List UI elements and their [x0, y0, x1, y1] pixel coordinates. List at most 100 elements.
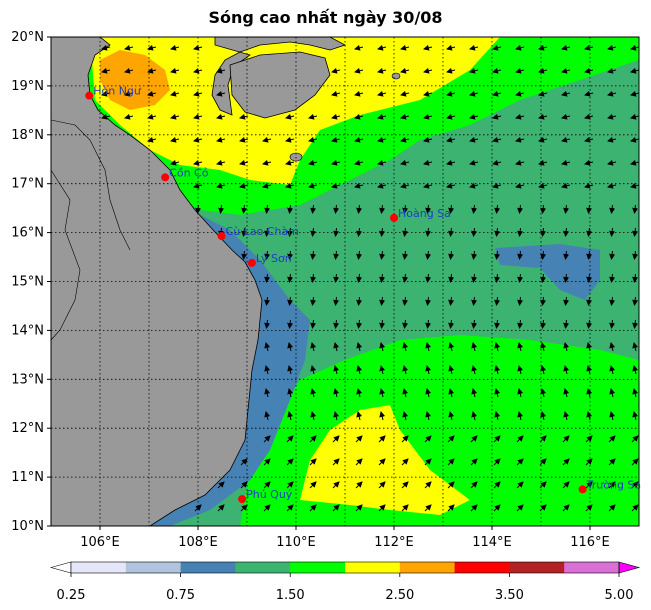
wave-arrow: [379, 273, 386, 283]
wave-arrow: [402, 342, 409, 352]
wave-arrow: [356, 227, 363, 237]
wave-arrow: [241, 227, 248, 237]
wave-arrow: [584, 67, 594, 74]
wave-arrow: [286, 481, 294, 489]
wave-arrow: [492, 67, 502, 74]
wave-arrow: [631, 504, 639, 512]
wave-arrow: [630, 136, 639, 143]
wave-arrow: [400, 67, 410, 74]
wave-arrow: [561, 113, 571, 120]
wave-arrow: [607, 67, 617, 74]
wave-arrow: [287, 296, 294, 306]
wave-arrow: [354, 44, 364, 51]
wave-arrow: [561, 67, 571, 74]
wave-arrow: [423, 159, 433, 166]
wave-arrow: [471, 342, 478, 352]
wave-arrow: [287, 204, 294, 214]
wave-arrow: [586, 273, 593, 283]
wave-arrow: [493, 504, 501, 512]
wave-arrow: [331, 159, 341, 166]
lat-tick-label: 18°N: [11, 128, 44, 143]
wave-arrow: [448, 411, 455, 421]
wave-arrow: [540, 250, 547, 260]
wave-arrow: [425, 204, 432, 214]
wave-arrow: [425, 273, 432, 283]
wave-arrow: [607, 113, 617, 120]
wave-arrow: [469, 44, 479, 51]
wave-arrow: [540, 296, 547, 306]
lon-tick-label: 116°E: [570, 535, 610, 550]
colorbar-bin: [235, 562, 291, 573]
wave-arrow: [540, 342, 547, 352]
wave-arrow: [562, 481, 570, 489]
wave-arrow: [286, 435, 294, 443]
wave-arrow: [563, 227, 570, 237]
wave-arrow: [423, 113, 433, 120]
wave-arrow: [310, 296, 317, 306]
wave-arrow: [124, 113, 134, 120]
wave-arrow: [471, 250, 478, 260]
wave-arrow: [216, 67, 226, 74]
wave-arrow: [287, 411, 294, 421]
wave-arrow: [632, 296, 639, 306]
wave-arrow: [517, 342, 524, 352]
colorbar-bin: [290, 562, 346, 573]
wave-arrow: [608, 504, 616, 512]
wave-arrow: [170, 90, 180, 97]
wave-arrow: [494, 388, 501, 398]
wave-arrow: [378, 458, 386, 466]
wave-arrow: [448, 365, 455, 375]
map-area: [51, 37, 639, 526]
wave-arrow: [563, 388, 570, 398]
station-label: Hoàng Sa: [398, 207, 451, 220]
wave-arrow: [264, 365, 271, 375]
wave-arrow: [124, 44, 134, 51]
wave-arrow: [609, 296, 616, 306]
wave-arrow: [310, 365, 317, 375]
wave-arrow: [492, 159, 502, 166]
wave-arrow: [310, 388, 317, 398]
wave-arrow: [563, 342, 570, 352]
wave-arrow: [241, 250, 248, 260]
wave-arrow: [333, 319, 340, 329]
wave-arrow: [538, 159, 548, 166]
wave-arrow: [517, 411, 524, 421]
wave-arrow: [308, 136, 318, 143]
wave-arrow: [356, 204, 363, 214]
wave-arrow: [469, 67, 479, 74]
wave-arrow: [469, 136, 479, 143]
station-marker: [238, 495, 247, 504]
colorbar-bin: [125, 562, 182, 573]
wave-arrow: [609, 342, 616, 352]
wave-arrow: [331, 90, 341, 97]
wave-arrow: [193, 67, 203, 74]
wave-arrow: [538, 90, 548, 97]
wave-arrow: [540, 204, 547, 214]
wave-arrow: [264, 273, 271, 283]
wave-arrow: [310, 411, 317, 421]
wave-arrow: [124, 67, 134, 74]
wave-arrow: [539, 481, 547, 489]
wave-arrow: [448, 388, 455, 398]
wave-arrow: [356, 342, 363, 352]
wave-arrow: [264, 204, 271, 214]
wave-arrow: [377, 159, 387, 166]
station-label: Trường Sa: [586, 478, 642, 491]
wave-arrow: [264, 411, 271, 421]
station-label: Hòn Ngư: [93, 85, 142, 98]
wave-arrow: [539, 458, 547, 466]
wave-arrow: [425, 250, 432, 260]
wave-arrow: [538, 136, 548, 143]
wave-arrow: [632, 411, 639, 421]
wave-arrow: [584, 159, 594, 166]
wave-arrow: [310, 227, 317, 237]
wave-arrow: [515, 44, 525, 51]
wave-arrow: [378, 435, 386, 443]
colorbar-extend-high: [618, 561, 641, 574]
wave-arrow: [332, 435, 340, 443]
wave-arrow: [585, 435, 593, 443]
wave-arrow: [400, 159, 410, 166]
wave-arrow: [608, 458, 616, 466]
colorbar-label: 3.50: [495, 588, 524, 603]
wave-arrow: [310, 204, 317, 214]
